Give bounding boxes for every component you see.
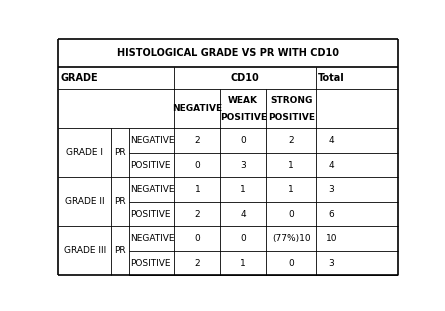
Text: POSITIVE: POSITIVE <box>130 160 170 169</box>
Text: 0: 0 <box>240 136 246 145</box>
Text: PR: PR <box>114 197 125 206</box>
Text: POSITIVE: POSITIVE <box>220 113 267 122</box>
Text: 2: 2 <box>194 136 200 145</box>
Text: (77%)10: (77%)10 <box>272 234 311 243</box>
Text: 4: 4 <box>328 136 334 145</box>
Text: 4: 4 <box>240 210 246 219</box>
Text: POSITIVE: POSITIVE <box>130 258 170 267</box>
Text: 3: 3 <box>328 185 334 194</box>
Text: NEGATIVE: NEGATIVE <box>130 136 174 145</box>
Text: GRADE I: GRADE I <box>66 148 103 157</box>
Text: 10: 10 <box>325 234 337 243</box>
Text: 6: 6 <box>328 210 334 219</box>
Text: 3: 3 <box>328 258 334 267</box>
Text: 0: 0 <box>288 258 294 267</box>
Text: NEGATIVE: NEGATIVE <box>130 185 174 194</box>
Text: Total: Total <box>318 73 344 83</box>
Text: 2: 2 <box>194 210 200 219</box>
Text: HISTOLOGICAL GRADE VS PR WITH CD10: HISTOLOGICAL GRADE VS PR WITH CD10 <box>117 48 339 58</box>
Text: 1: 1 <box>288 160 294 169</box>
Text: 0: 0 <box>288 210 294 219</box>
Text: 1: 1 <box>194 185 200 194</box>
Text: 1: 1 <box>240 185 246 194</box>
Text: 0: 0 <box>194 160 200 169</box>
Text: 0: 0 <box>240 234 246 243</box>
Text: 0: 0 <box>194 234 200 243</box>
Text: NEGATIVE: NEGATIVE <box>130 234 174 243</box>
Text: NEGATIVE: NEGATIVE <box>172 104 222 114</box>
Text: 1: 1 <box>240 258 246 267</box>
Text: CD10: CD10 <box>231 73 260 83</box>
Text: 1: 1 <box>288 185 294 194</box>
Text: POSITIVE: POSITIVE <box>268 113 315 122</box>
Text: 3: 3 <box>240 160 246 169</box>
Text: 2: 2 <box>288 136 294 145</box>
Text: STRONG: STRONG <box>270 96 312 105</box>
Text: PR: PR <box>114 246 125 255</box>
Text: 4: 4 <box>328 160 334 169</box>
Text: GRADE: GRADE <box>60 73 98 83</box>
Text: GRADE II: GRADE II <box>65 197 105 206</box>
Text: GRADE III: GRADE III <box>64 246 106 255</box>
Text: WEAK: WEAK <box>228 96 258 105</box>
Text: PR: PR <box>114 148 125 157</box>
Text: 2: 2 <box>194 258 200 267</box>
Text: POSITIVE: POSITIVE <box>130 210 170 219</box>
